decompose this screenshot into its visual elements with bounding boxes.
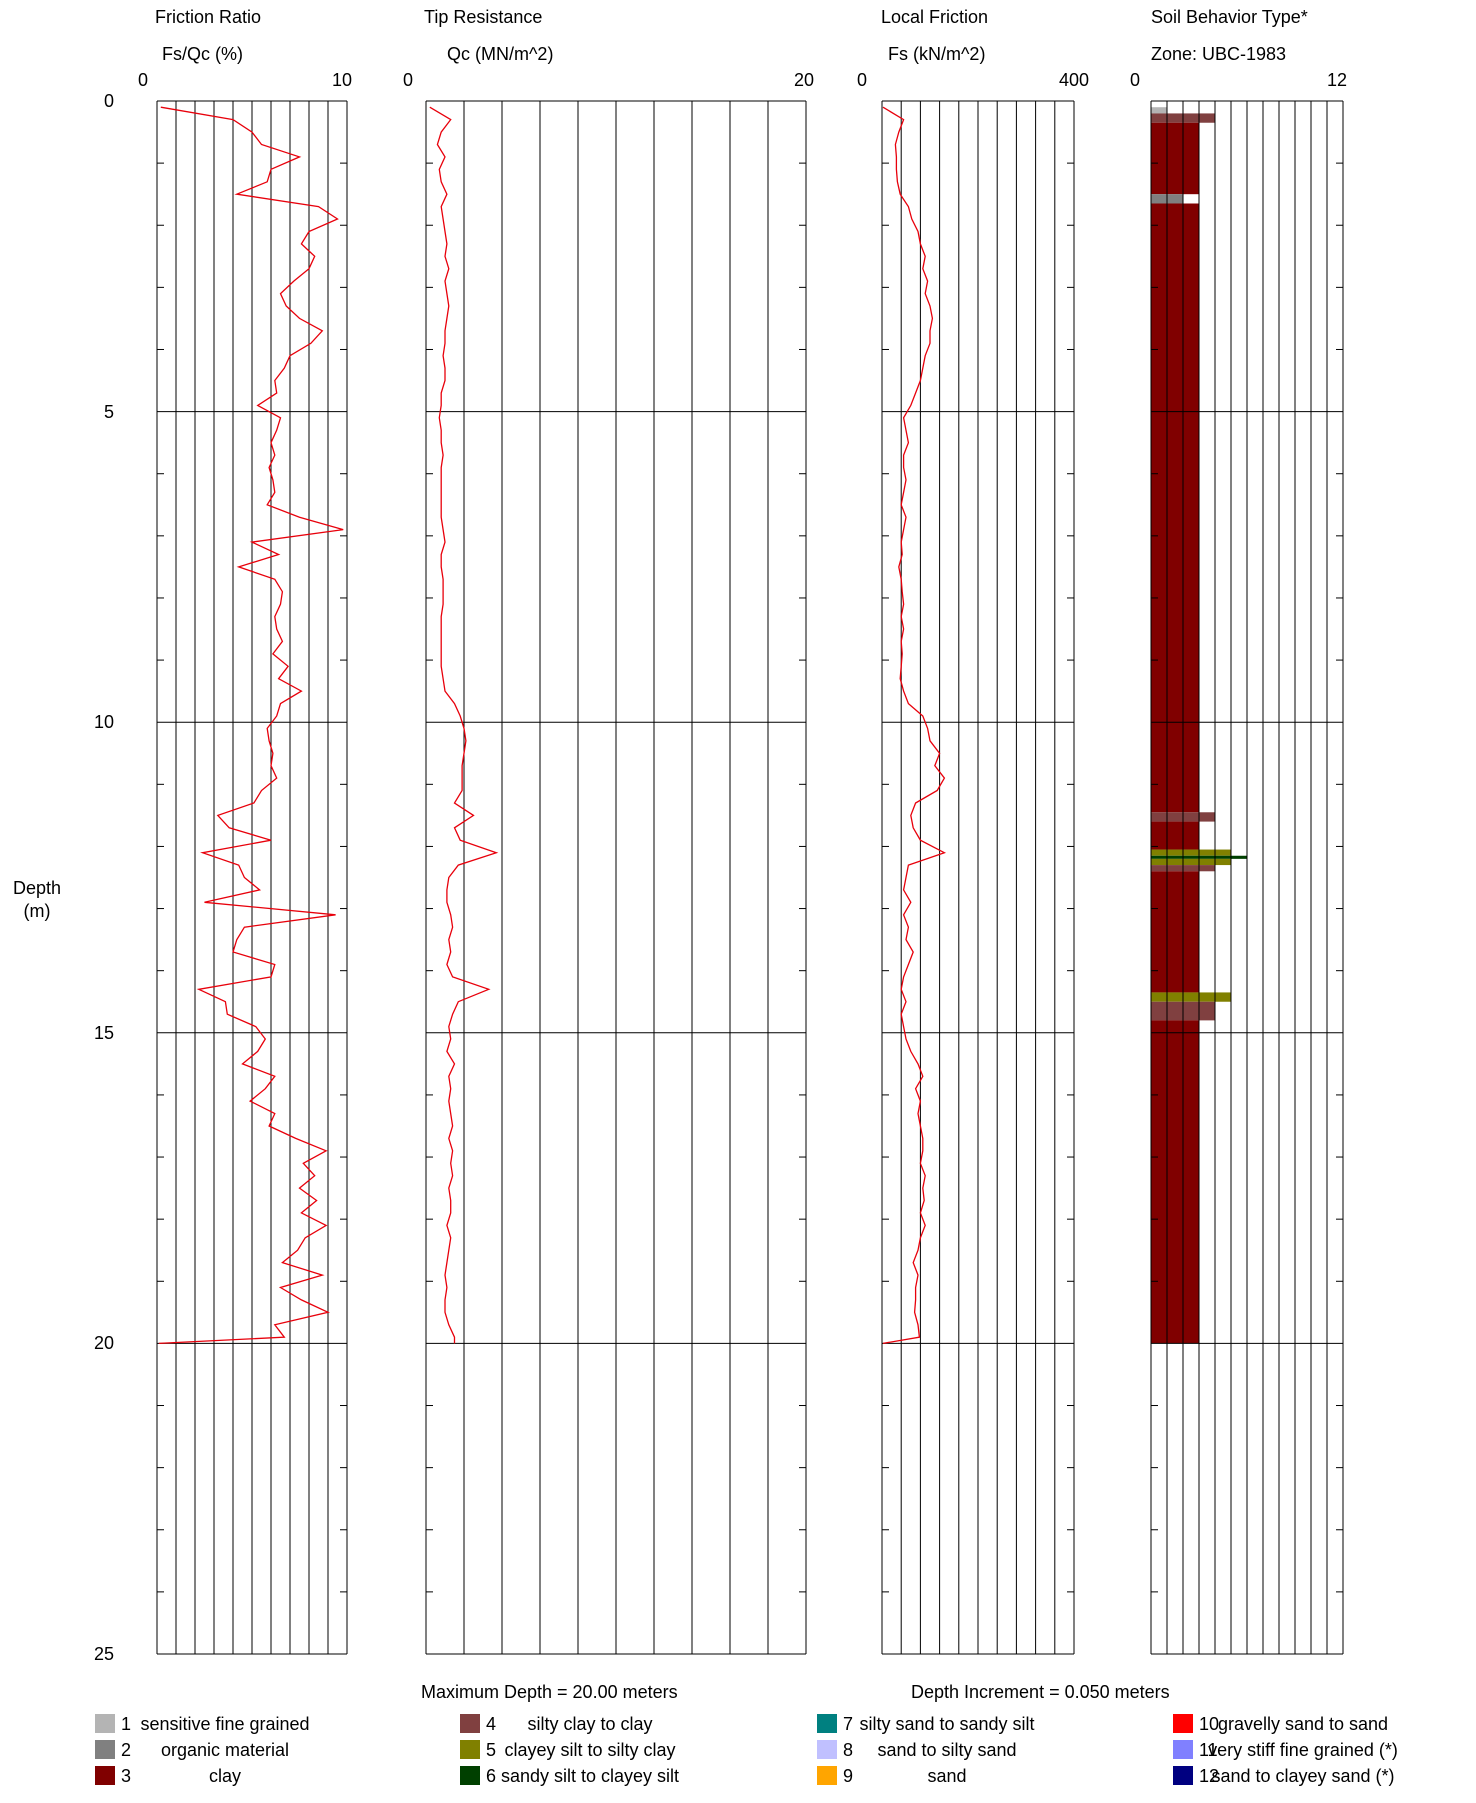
depth-tick-label: 0	[104, 91, 114, 111]
legend-number: 11	[1199, 1740, 1218, 1760]
x-tick-label-tip-min: 0	[403, 70, 413, 90]
panel-friction-ratio	[156, 100, 348, 1655]
soil-zone-bar	[1151, 858, 1231, 866]
legend-number: 5	[486, 1740, 496, 1760]
panel-title-friction-ratio: Friction Ratio	[155, 7, 261, 27]
panel-title-tip-resistance: Tip Resistance	[424, 7, 542, 27]
x-tick-label-friction-max: 10	[332, 70, 352, 90]
soil-zone-bar	[1151, 821, 1199, 850]
legend-label: silty clay to clay	[527, 1714, 652, 1734]
trace-friction-ratio	[158, 106, 344, 1345]
legend-swatch	[817, 1766, 837, 1785]
legend-label: sand	[927, 1766, 966, 1786]
legend-swatch	[1173, 1740, 1193, 1759]
panel-soil-behavior	[1150, 100, 1344, 1655]
legend-item: 7 silty sand to sandy silt	[817, 1714, 1035, 1734]
legend-label: gravelly sand to sand	[1218, 1714, 1388, 1734]
x-tick-label-local-min: 0	[857, 70, 867, 90]
legend-label: very stiff fine grained (*)	[1208, 1740, 1398, 1760]
legend-item: 5 clayey silt to silty clay	[460, 1740, 676, 1760]
legend-label: clay	[209, 1766, 241, 1786]
legend-label: organic material	[161, 1740, 289, 1760]
soil-zone-bar	[1151, 849, 1231, 856]
trace-local-friction	[882, 106, 947, 1345]
legend-number: 12	[1199, 1766, 1219, 1786]
legend-number: 3	[121, 1766, 131, 1786]
depth-tick-label: 15	[94, 1023, 114, 1043]
legend-item: 1 sensitive fine grained	[95, 1714, 310, 1734]
legend-swatch	[95, 1740, 115, 1759]
soil-zone-bar	[1151, 871, 1199, 993]
legend-item: 9 sand	[817, 1766, 967, 1786]
panel-title-soil-behavior: Soil Behavior Type*	[1151, 7, 1308, 27]
legend-number: 2	[121, 1740, 131, 1760]
panels	[156, 100, 1344, 1655]
legend-swatch	[460, 1766, 480, 1785]
panel-subtitle-tip-resistance: Qc (MN/m^2)	[447, 44, 553, 64]
legend-number: 10	[1199, 1714, 1219, 1734]
legend-swatch	[1173, 1766, 1193, 1785]
legend-label: silty sand to sandy silt	[859, 1714, 1034, 1734]
soil-zone-bar	[1151, 992, 1231, 1002]
legend-label: sandy silt to clayey silt	[501, 1766, 679, 1786]
trace-tip-resistance	[429, 106, 499, 1344]
legend-item: 2 organic material	[95, 1740, 289, 1760]
legend-item: 8 sand to silty sand	[817, 1740, 1017, 1760]
soil-zone-bar	[1151, 203, 1199, 813]
soil-zone-bar	[1151, 107, 1167, 114]
depth-tick-label: 20	[94, 1333, 114, 1353]
legend-swatch	[460, 1740, 480, 1759]
legend-swatch	[95, 1766, 115, 1785]
max-depth-note: Maximum Depth = 20.00 meters	[421, 1682, 678, 1702]
legend-item: 3 clay	[95, 1766, 241, 1786]
x-tick-label-sbt-max: 12	[1327, 70, 1347, 90]
x-tick-label-tip-max: 20	[794, 70, 814, 90]
legend-item: 6 sandy silt to clayey silt	[460, 1766, 679, 1786]
soil-zone-bar	[1151, 1020, 1199, 1344]
x-tick-label-friction-min: 0	[138, 70, 148, 90]
legend-swatch	[460, 1714, 480, 1733]
legend-swatch	[95, 1714, 115, 1733]
depth-axis-unit: (m)	[24, 901, 51, 921]
x-tick-label-local-max: 400	[1059, 70, 1089, 90]
panel-subtitle-local-friction: Fs (kN/m^2)	[888, 44, 985, 64]
legend-swatch	[817, 1740, 837, 1759]
legend-number: 9	[843, 1766, 853, 1786]
panel-subtitle-friction-ratio: Fs/Qc (%)	[162, 44, 243, 64]
depth-tick-label: 10	[94, 712, 114, 732]
depth-tick-label: 5	[104, 402, 114, 422]
panel-tip-resistance	[425, 100, 807, 1655]
depth-increment-note: Depth Increment = 0.050 meters	[911, 1682, 1170, 1702]
legend-swatch	[1173, 1714, 1193, 1733]
depth-axis-label: Depth	[13, 878, 61, 898]
soil-zone-bar	[1151, 122, 1199, 195]
legend-label: sand to clayey sand (*)	[1211, 1766, 1394, 1786]
panel-title-local-friction: Local Friction	[881, 7, 988, 27]
legend-label: sensitive fine grained	[140, 1714, 309, 1734]
legend-label: sand to silty sand	[877, 1740, 1016, 1760]
legend-number: 6	[486, 1766, 496, 1786]
legend-number: 8	[843, 1740, 853, 1760]
panel-local-friction	[881, 100, 1075, 1655]
legend-swatch	[817, 1714, 837, 1733]
panel-subtitle-soil-behavior: Zone: UBC-1983	[1151, 44, 1286, 64]
legend-label: clayey silt to silty clay	[504, 1740, 675, 1760]
soil-type-legend: 1 sensitive fine grained 2 organic material…	[95, 1714, 1398, 1786]
x-tick-label-sbt-min: 0	[1130, 70, 1140, 90]
legend-number: 7	[843, 1714, 853, 1734]
depth-tick-label: 25	[94, 1644, 114, 1664]
legend-item: 4 silty clay to clay	[460, 1714, 653, 1734]
legend-number: 4	[486, 1714, 496, 1734]
legend-number: 1	[121, 1714, 131, 1734]
